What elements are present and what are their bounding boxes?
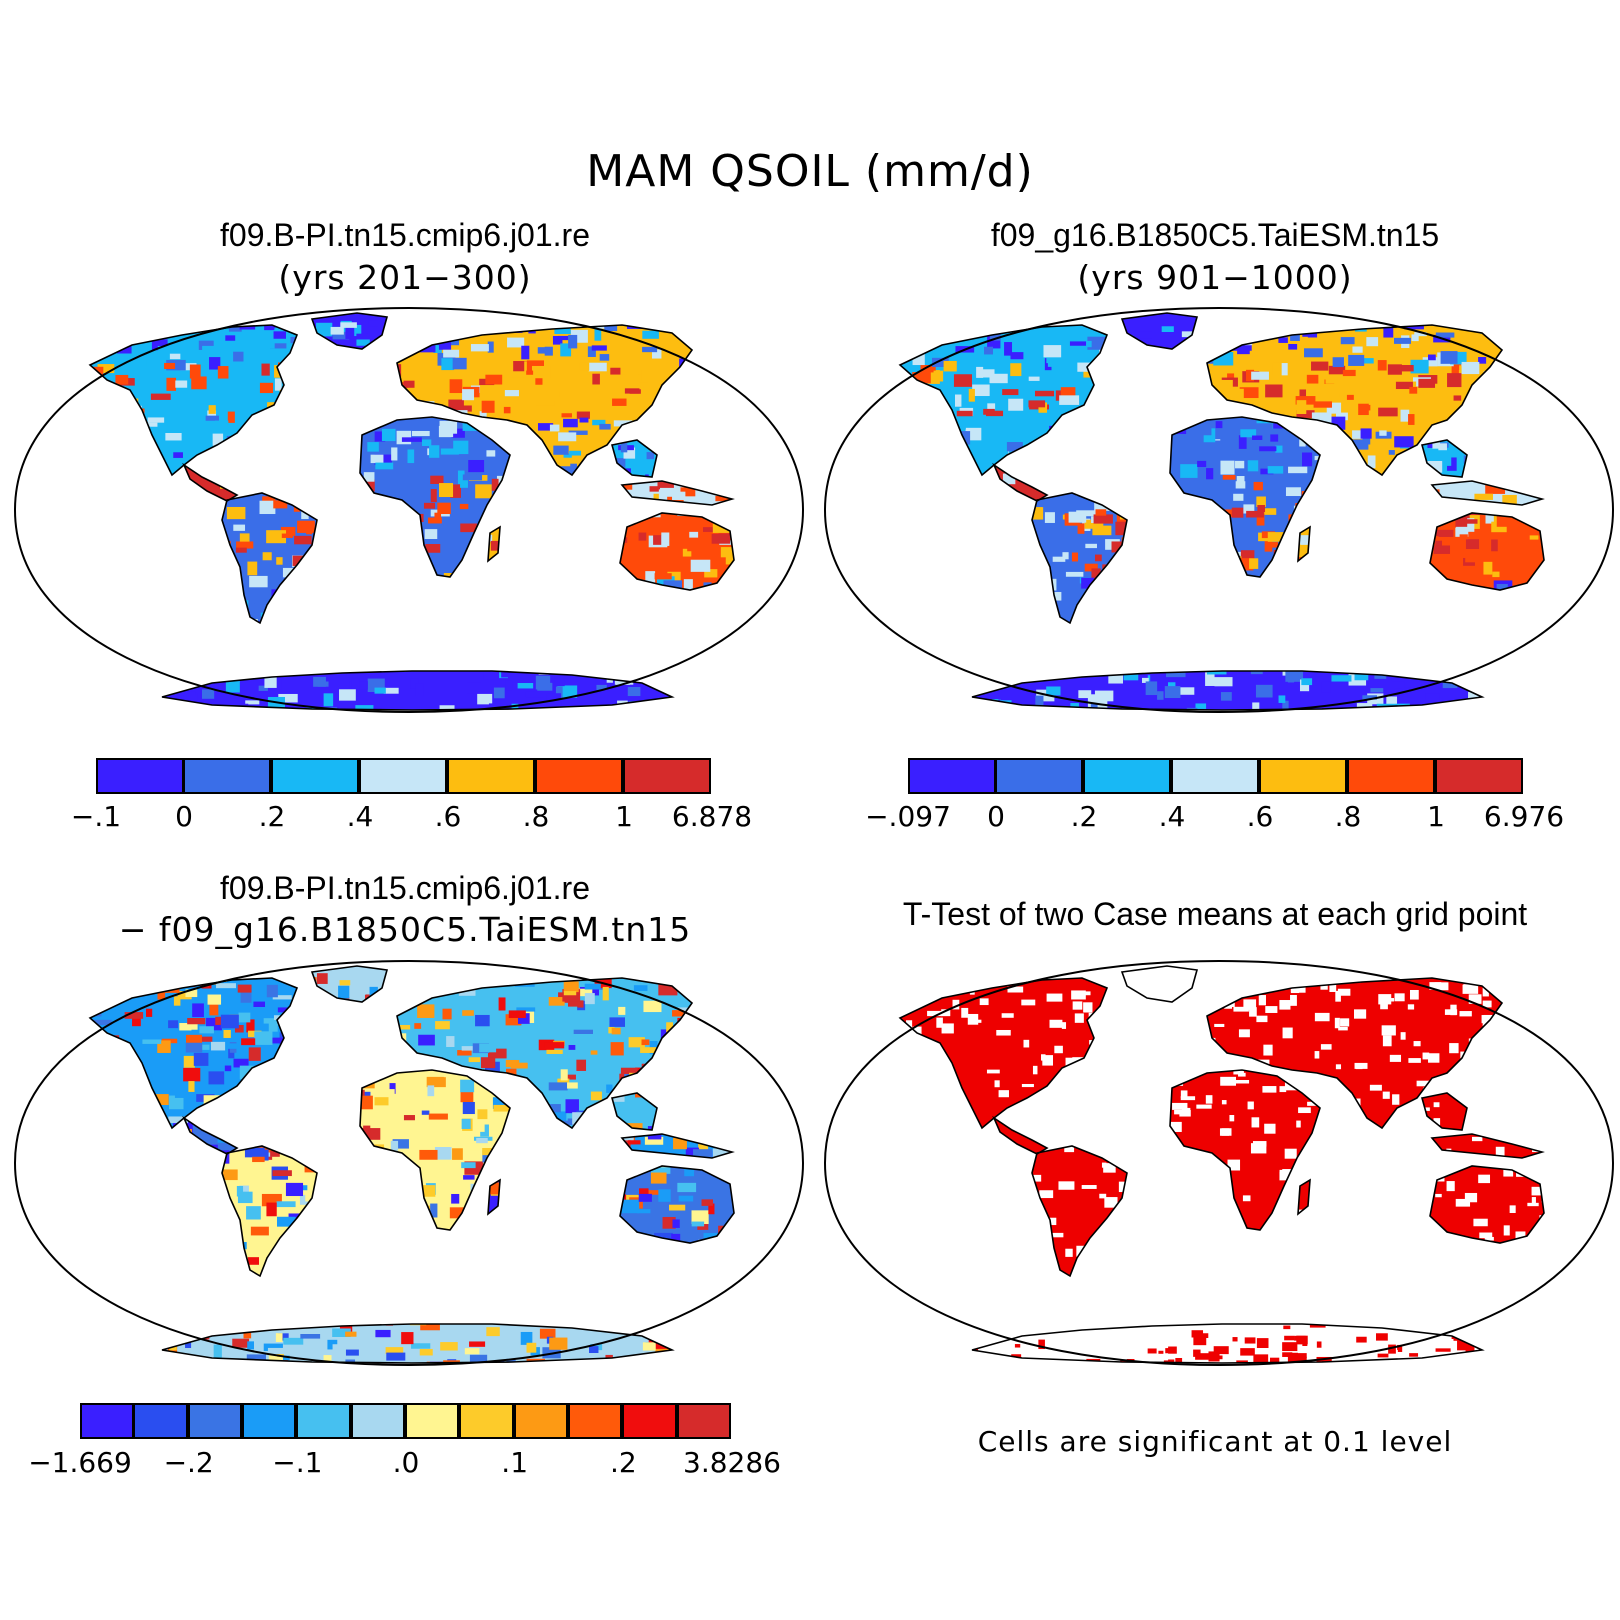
map-bottom-right (823, 959, 1615, 1367)
colorbar-tick-label: .4 (346, 800, 374, 833)
colorbar-box (908, 758, 996, 794)
colorbar-top-left-labels: −.1 0 .2 .4 .6 .8 1 6.878 (71, 800, 752, 834)
colorbar-box (296, 1403, 351, 1439)
significance-note: Cells are significant at 0.1 level (977, 1425, 1453, 1458)
panel-top-left-title: f09.B-PI.tn15.cmip6.j01.re (220, 217, 590, 253)
map-boundary (823, 306, 1615, 714)
colorbar-bottom-left-labels: −1.669 −.2 −.1 .0 .1 .2 3.8286 (28, 1446, 781, 1480)
colorbar-tick-label: −1.669 (28, 1446, 132, 1479)
figure-title: MAM QSOIL (mm/d) (586, 146, 1034, 197)
colorbar-box (1083, 758, 1171, 794)
field-layer (900, 313, 1544, 710)
colorbar-tick-label: .1 (501, 1446, 529, 1479)
colorbar-tick-label: .4 (1158, 800, 1186, 833)
map-boundary (823, 959, 1615, 1367)
colorbar-tick-label: 6.878 (671, 800, 753, 833)
colorbar-tick-label: .2 (258, 800, 286, 833)
colorbar-box (622, 1403, 677, 1439)
colorbar-tick-label: 1 (1427, 800, 1445, 833)
colorbar-box (242, 1403, 297, 1439)
colorbar-box (1347, 758, 1435, 794)
colorbar-tick-label: .2 (1070, 800, 1098, 833)
significance-layer (900, 966, 1544, 1363)
colorbar-tick-label: .2 (609, 1446, 637, 1479)
panel-bottom-left-title: f09.B-PI.tn15.cmip6.j01.re (220, 870, 590, 906)
colorbar-box (676, 1403, 731, 1439)
panel-bottom-left-subtitle: − f09_g16.B1850C5.TaiESM.tn15 (118, 910, 692, 949)
coastlines (88, 312, 735, 711)
colorbar-tick-label: −.097 (865, 800, 951, 833)
map-bottom-left (13, 959, 805, 1367)
colorbar-tick-label: .8 (1334, 800, 1362, 833)
panel-bottom-right-title: T-Test of two Case means at each grid po… (902, 896, 1528, 932)
colorbar-top-right-labels: −.097 0 .2 .4 .6 .8 1 6.976 (865, 800, 1564, 834)
colorbar-box (187, 1403, 242, 1439)
colorbar-tick-label: −.2 (163, 1446, 214, 1479)
colorbar-box (1259, 758, 1347, 794)
colorbar-tick-label: 6.976 (1483, 800, 1565, 833)
colorbar-box (623, 758, 711, 794)
colorbar-tick-label: .8 (522, 800, 550, 833)
colorbar-tick-label: 3.8286 (683, 1446, 781, 1479)
colorbar-box (447, 758, 535, 794)
colorbar-tick-label: 0 (175, 800, 193, 833)
coastlines (88, 965, 735, 1364)
colorbar-box (96, 758, 184, 794)
colorbar-box (513, 1403, 568, 1439)
colorbar-tick-label: 1 (615, 800, 633, 833)
colorbar-box (359, 758, 447, 794)
map-boundary (13, 959, 805, 1367)
colorbar-box (405, 1403, 460, 1439)
colorbar-tick-label: −.1 (272, 1446, 323, 1479)
colorbar-box (271, 758, 359, 794)
panel-top-right-subtitle: (yrs 901−1000) (1077, 258, 1353, 297)
colorbar-top-left (96, 758, 712, 794)
colorbar-tick-label: .6 (1246, 800, 1274, 833)
colorbar-box (568, 1403, 623, 1439)
colorbar-box (459, 1403, 514, 1439)
map-boundary (13, 306, 805, 714)
panel-top-left-subtitle: (yrs 201−300) (278, 258, 532, 297)
map-top-right (823, 306, 1615, 714)
colorbar-tick-label: −.1 (70, 800, 122, 833)
colorbar-tick-label: .6 (434, 800, 462, 833)
colorbar-box (350, 1403, 405, 1439)
colorbar-box (133, 1403, 188, 1439)
field-layer (90, 313, 734, 710)
colorbar-box (995, 758, 1083, 794)
colorbar-bottom-left (80, 1403, 732, 1439)
colorbar-box (1171, 758, 1259, 794)
map-top-left (13, 306, 805, 714)
colorbar-box (80, 1403, 135, 1439)
colorbar-tick-label: 0 (987, 800, 1005, 833)
colorbar-top-right (908, 758, 1524, 794)
panel-top-right-title: f09_g16.B1850C5.TaiESM.tn15 (990, 217, 1440, 253)
colorbar-box (1435, 758, 1523, 794)
colorbar-box (183, 758, 271, 794)
colorbar-tick-label: .0 (392, 1446, 420, 1479)
colorbar-box (535, 758, 623, 794)
